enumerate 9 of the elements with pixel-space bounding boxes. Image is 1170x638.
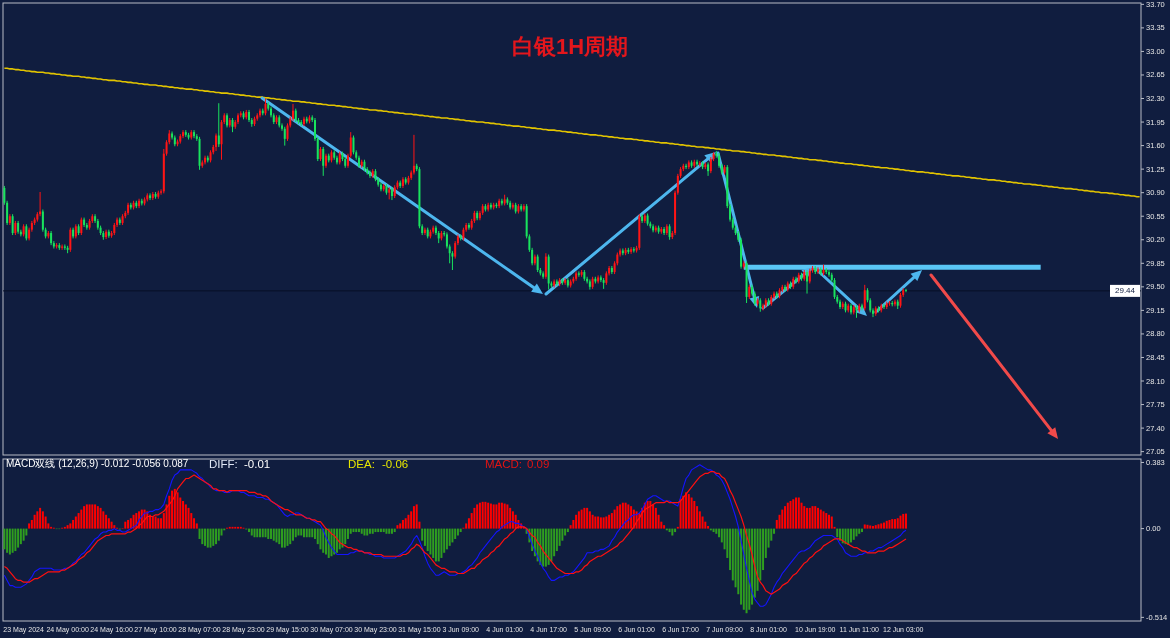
annotation: -0.01 bbox=[244, 458, 271, 470]
annotation: DIFF: bbox=[209, 458, 238, 470]
text: 白银1H周期 bbox=[511, 33, 629, 59]
annotation: MACD双线 (12,26,9) -0.012 -0.056 0.087 bbox=[6, 458, 189, 469]
ref-line-label: 29.44 bbox=[1114, 286, 1136, 296]
annotation: -0.06 bbox=[382, 458, 409, 470]
annotation: 0.09 bbox=[527, 458, 550, 470]
annotation: MACD: bbox=[485, 458, 523, 470]
annotation: DEA: bbox=[348, 458, 375, 470]
